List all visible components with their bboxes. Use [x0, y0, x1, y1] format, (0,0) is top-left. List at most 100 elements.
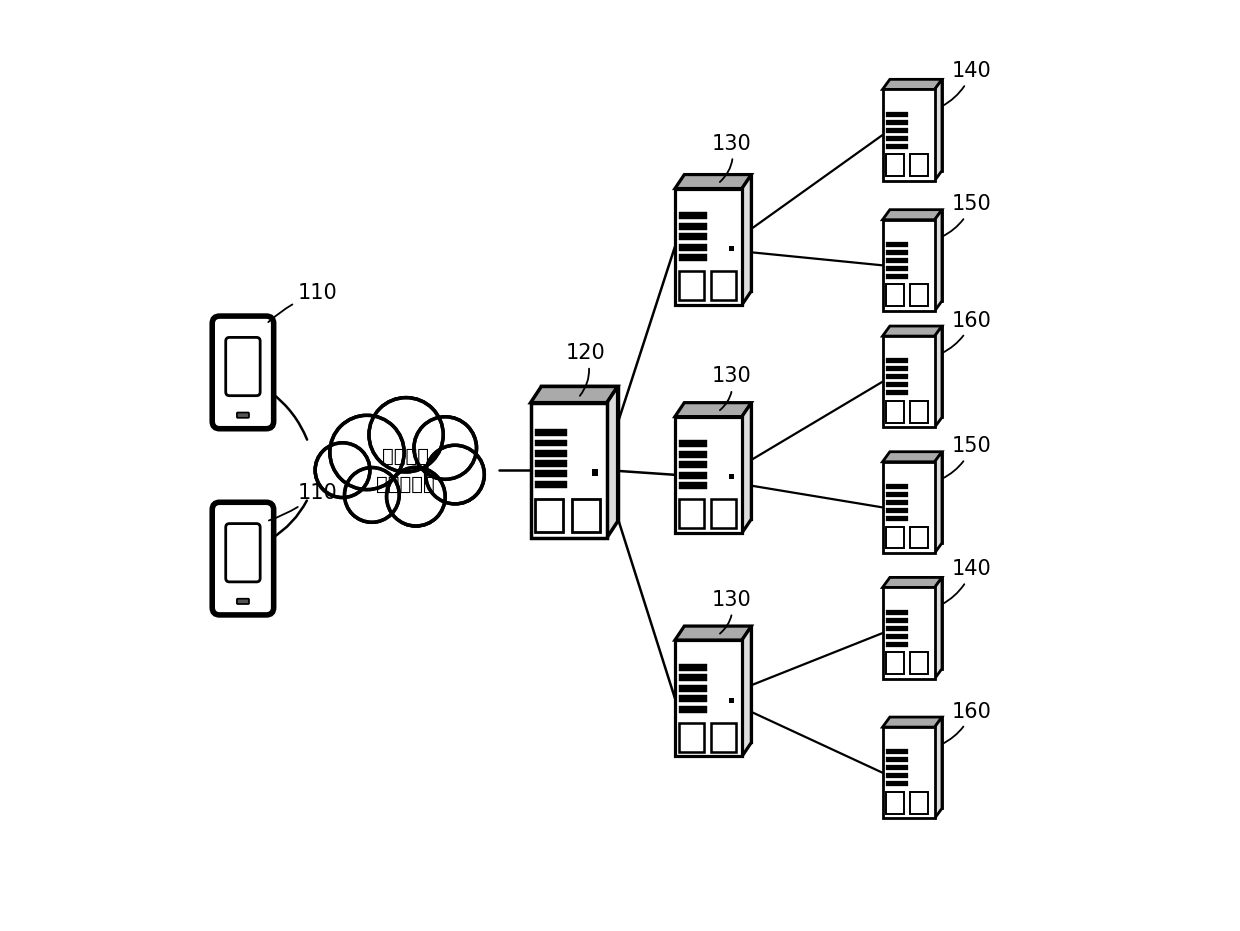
Bar [885, 781, 908, 787]
FancyBboxPatch shape [212, 317, 274, 428]
Bar [885, 617, 908, 623]
Bar [680, 440, 707, 448]
FancyBboxPatch shape [226, 523, 260, 582]
Bar [885, 749, 908, 754]
Bar [591, 469, 598, 476]
Bar [885, 266, 908, 271]
Polygon shape [890, 209, 942, 301]
FancyBboxPatch shape [237, 599, 249, 604]
Bar [885, 757, 908, 762]
Bar [680, 695, 707, 702]
Bar [910, 155, 929, 176]
Bar [680, 271, 704, 301]
FancyBboxPatch shape [883, 220, 935, 311]
Bar [885, 484, 908, 489]
Bar [680, 685, 707, 692]
Bar [536, 439, 567, 447]
FancyBboxPatch shape [675, 188, 742, 305]
Bar [729, 697, 734, 703]
Bar [885, 250, 908, 255]
Bar [910, 653, 929, 674]
Bar [910, 527, 929, 548]
Bar [680, 664, 707, 671]
Circle shape [370, 398, 443, 471]
Bar [885, 626, 908, 631]
Polygon shape [935, 452, 942, 553]
Polygon shape [883, 717, 942, 727]
Bar [536, 480, 567, 488]
Bar [885, 527, 904, 548]
Bar [536, 460, 567, 467]
FancyBboxPatch shape [237, 412, 249, 418]
Circle shape [331, 416, 403, 489]
Text: 110: 110 [268, 283, 337, 322]
Bar [729, 246, 734, 251]
Text: 140: 140 [942, 560, 992, 604]
Bar [711, 271, 735, 301]
Circle shape [387, 467, 445, 526]
Bar [885, 366, 908, 371]
Circle shape [427, 446, 484, 503]
Bar [885, 516, 908, 521]
FancyBboxPatch shape [675, 641, 742, 756]
Polygon shape [935, 79, 942, 181]
Bar [885, 653, 904, 674]
Polygon shape [883, 209, 942, 220]
Bar [680, 451, 707, 458]
Bar [885, 374, 908, 380]
Bar [885, 500, 908, 506]
FancyBboxPatch shape [531, 402, 606, 538]
Bar [536, 498, 563, 533]
Bar [680, 706, 707, 713]
Text: 无线网络
或有线网络: 无线网络 或有线网络 [377, 447, 435, 493]
Bar [680, 462, 707, 468]
Polygon shape [883, 79, 942, 89]
Polygon shape [935, 577, 942, 679]
Bar [536, 470, 567, 478]
Polygon shape [675, 626, 751, 641]
Polygon shape [531, 386, 618, 402]
Circle shape [315, 443, 370, 497]
Bar [885, 143, 908, 149]
Polygon shape [684, 175, 751, 290]
Bar [910, 285, 929, 306]
Polygon shape [883, 577, 942, 587]
Polygon shape [935, 209, 942, 311]
Text: 110: 110 [269, 483, 337, 520]
Bar [711, 499, 735, 529]
Bar [885, 383, 908, 387]
Bar [885, 508, 908, 513]
Polygon shape [684, 626, 751, 743]
Bar [680, 212, 707, 220]
Bar [572, 498, 600, 533]
Polygon shape [742, 402, 751, 533]
Bar [885, 641, 908, 647]
FancyBboxPatch shape [883, 727, 935, 818]
Bar [680, 254, 707, 262]
Bar [680, 722, 704, 752]
Polygon shape [542, 386, 618, 521]
Text: 160: 160 [942, 311, 992, 353]
Bar [885, 242, 908, 247]
Bar [885, 792, 904, 814]
Bar [885, 774, 908, 778]
Bar [680, 234, 707, 240]
Polygon shape [684, 402, 751, 519]
Bar [885, 765, 908, 771]
FancyBboxPatch shape [675, 417, 742, 533]
Polygon shape [890, 79, 942, 170]
FancyBboxPatch shape [883, 336, 935, 427]
Bar [885, 401, 904, 423]
Bar [885, 634, 908, 639]
Polygon shape [890, 717, 942, 808]
Bar [885, 390, 908, 396]
Bar [910, 401, 929, 423]
Polygon shape [742, 626, 751, 756]
Circle shape [425, 445, 485, 504]
Polygon shape [890, 577, 942, 668]
Bar [885, 119, 908, 125]
Bar [680, 674, 707, 681]
Text: 120: 120 [565, 344, 605, 396]
FancyBboxPatch shape [883, 587, 935, 679]
Bar [536, 450, 567, 457]
